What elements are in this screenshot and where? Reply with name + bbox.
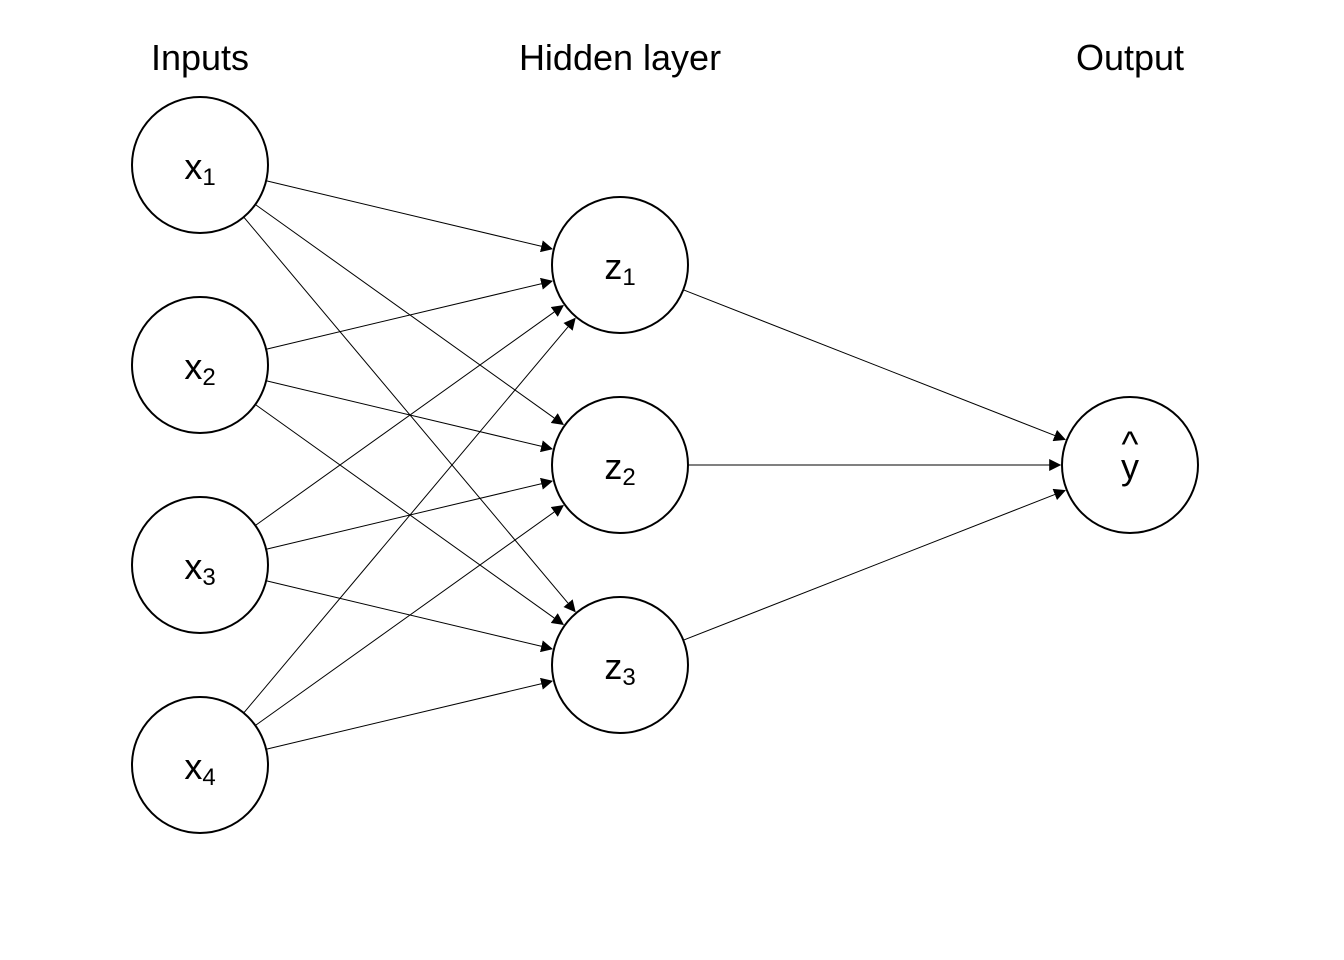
hdr-inputs: Inputs (151, 37, 249, 78)
node-label-z2: z2 (604, 446, 635, 492)
edges-group (244, 181, 1065, 750)
node-label-x1: x1 (184, 146, 215, 192)
node-label-z3: z3 (604, 646, 635, 692)
node-label-z1: z1 (604, 246, 635, 292)
edge-x2-z1 (266, 281, 552, 349)
node-z3: z3 (552, 597, 688, 733)
node-z2: z2 (552, 397, 688, 533)
edge-x1-z1 (266, 181, 552, 249)
edge-x3-z1 (255, 306, 563, 526)
edge-x4-z2 (255, 506, 563, 726)
edge-x4-z3 (266, 681, 552, 749)
edge-x1-z2 (255, 205, 563, 425)
hdr-output: Output (1076, 37, 1184, 78)
node-z1: z1 (552, 197, 688, 333)
hdr-hidden: Hidden layer (519, 37, 721, 78)
edge-x2-z3 (255, 405, 563, 625)
edge-z3-y (683, 491, 1065, 641)
edge-x3-z3 (266, 581, 552, 649)
node-label-x2: x2 (184, 346, 215, 392)
node-x2: x2 (132, 297, 268, 433)
node-x1: x1 (132, 97, 268, 233)
edge-x3-z2 (266, 481, 552, 549)
neural-network-diagram: x1 x2 x3 x4 z1 z2 z3 y^ Inputs Hidden layer Output (0, 0, 1344, 960)
node-label-x3: x3 (184, 546, 215, 592)
node-x3: x3 (132, 497, 268, 633)
node-x4: x4 (132, 697, 268, 833)
edge-x1-z3 (244, 217, 575, 611)
node-y: y^ (1062, 397, 1198, 533)
edge-x4-z1 (244, 319, 575, 713)
edge-z1-y (683, 290, 1065, 440)
hat-y: ^ (1122, 424, 1139, 465)
edge-x2-z2 (266, 381, 552, 449)
node-label-x4: x4 (184, 746, 215, 792)
